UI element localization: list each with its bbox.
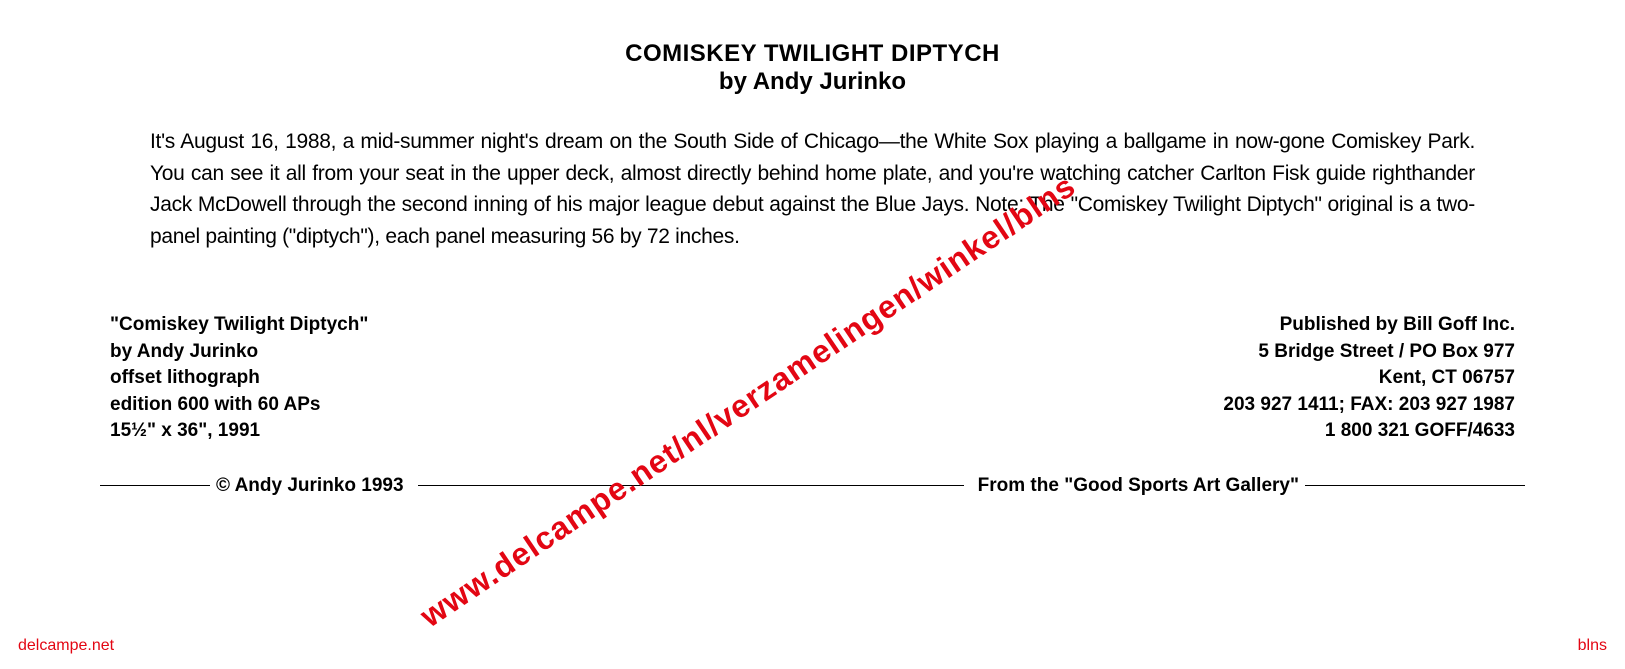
publisher-address1: 5 Bridge Street / PO Box 977	[1223, 339, 1515, 366]
footer-line: © Andy Jurinko 1993 From the "Good Sport…	[100, 475, 1525, 497]
publisher-name: Published by Bill Goff Inc.	[1223, 312, 1515, 339]
detail-name: "Comiskey Twilight Diptych"	[110, 312, 368, 339]
detail-edition: edition 600 with 60 APs	[110, 392, 368, 419]
bottom-info-row: "Comiskey Twilight Diptych" by Andy Juri…	[110, 312, 1515, 445]
artwork-details: "Comiskey Twilight Diptych" by Andy Juri…	[110, 312, 368, 445]
detail-dimensions: 15½" x 36", 1991	[110, 418, 368, 445]
detail-artist: by Andy Jurinko	[110, 339, 368, 366]
artwork-author: by Andy Jurinko	[100, 68, 1525, 96]
rule-left	[100, 485, 210, 486]
title-block: COMISKEY TWILIGHT DIPTYCH by Andy Jurink…	[100, 40, 1525, 96]
rule-center	[418, 485, 964, 486]
gallery-text: From the "Good Sports Art Gallery"	[972, 475, 1305, 497]
copyright-text: © Andy Jurinko 1993	[210, 475, 410, 497]
description-paragraph: It's August 16, 1988, a mid-summer night…	[150, 126, 1475, 252]
publisher-phone: 203 927 1411; FAX: 203 927 1987	[1223, 392, 1515, 419]
publisher-details: Published by Bill Goff Inc. 5 Bridge Str…	[1223, 312, 1515, 445]
artwork-title: COMISKEY TWILIGHT DIPTYCH	[100, 40, 1525, 68]
detail-medium: offset lithograph	[110, 365, 368, 392]
rule-right	[1305, 485, 1525, 486]
publisher-tollfree: 1 800 321 GOFF/4633	[1223, 418, 1515, 445]
publisher-address2: Kent, CT 06757	[1223, 365, 1515, 392]
